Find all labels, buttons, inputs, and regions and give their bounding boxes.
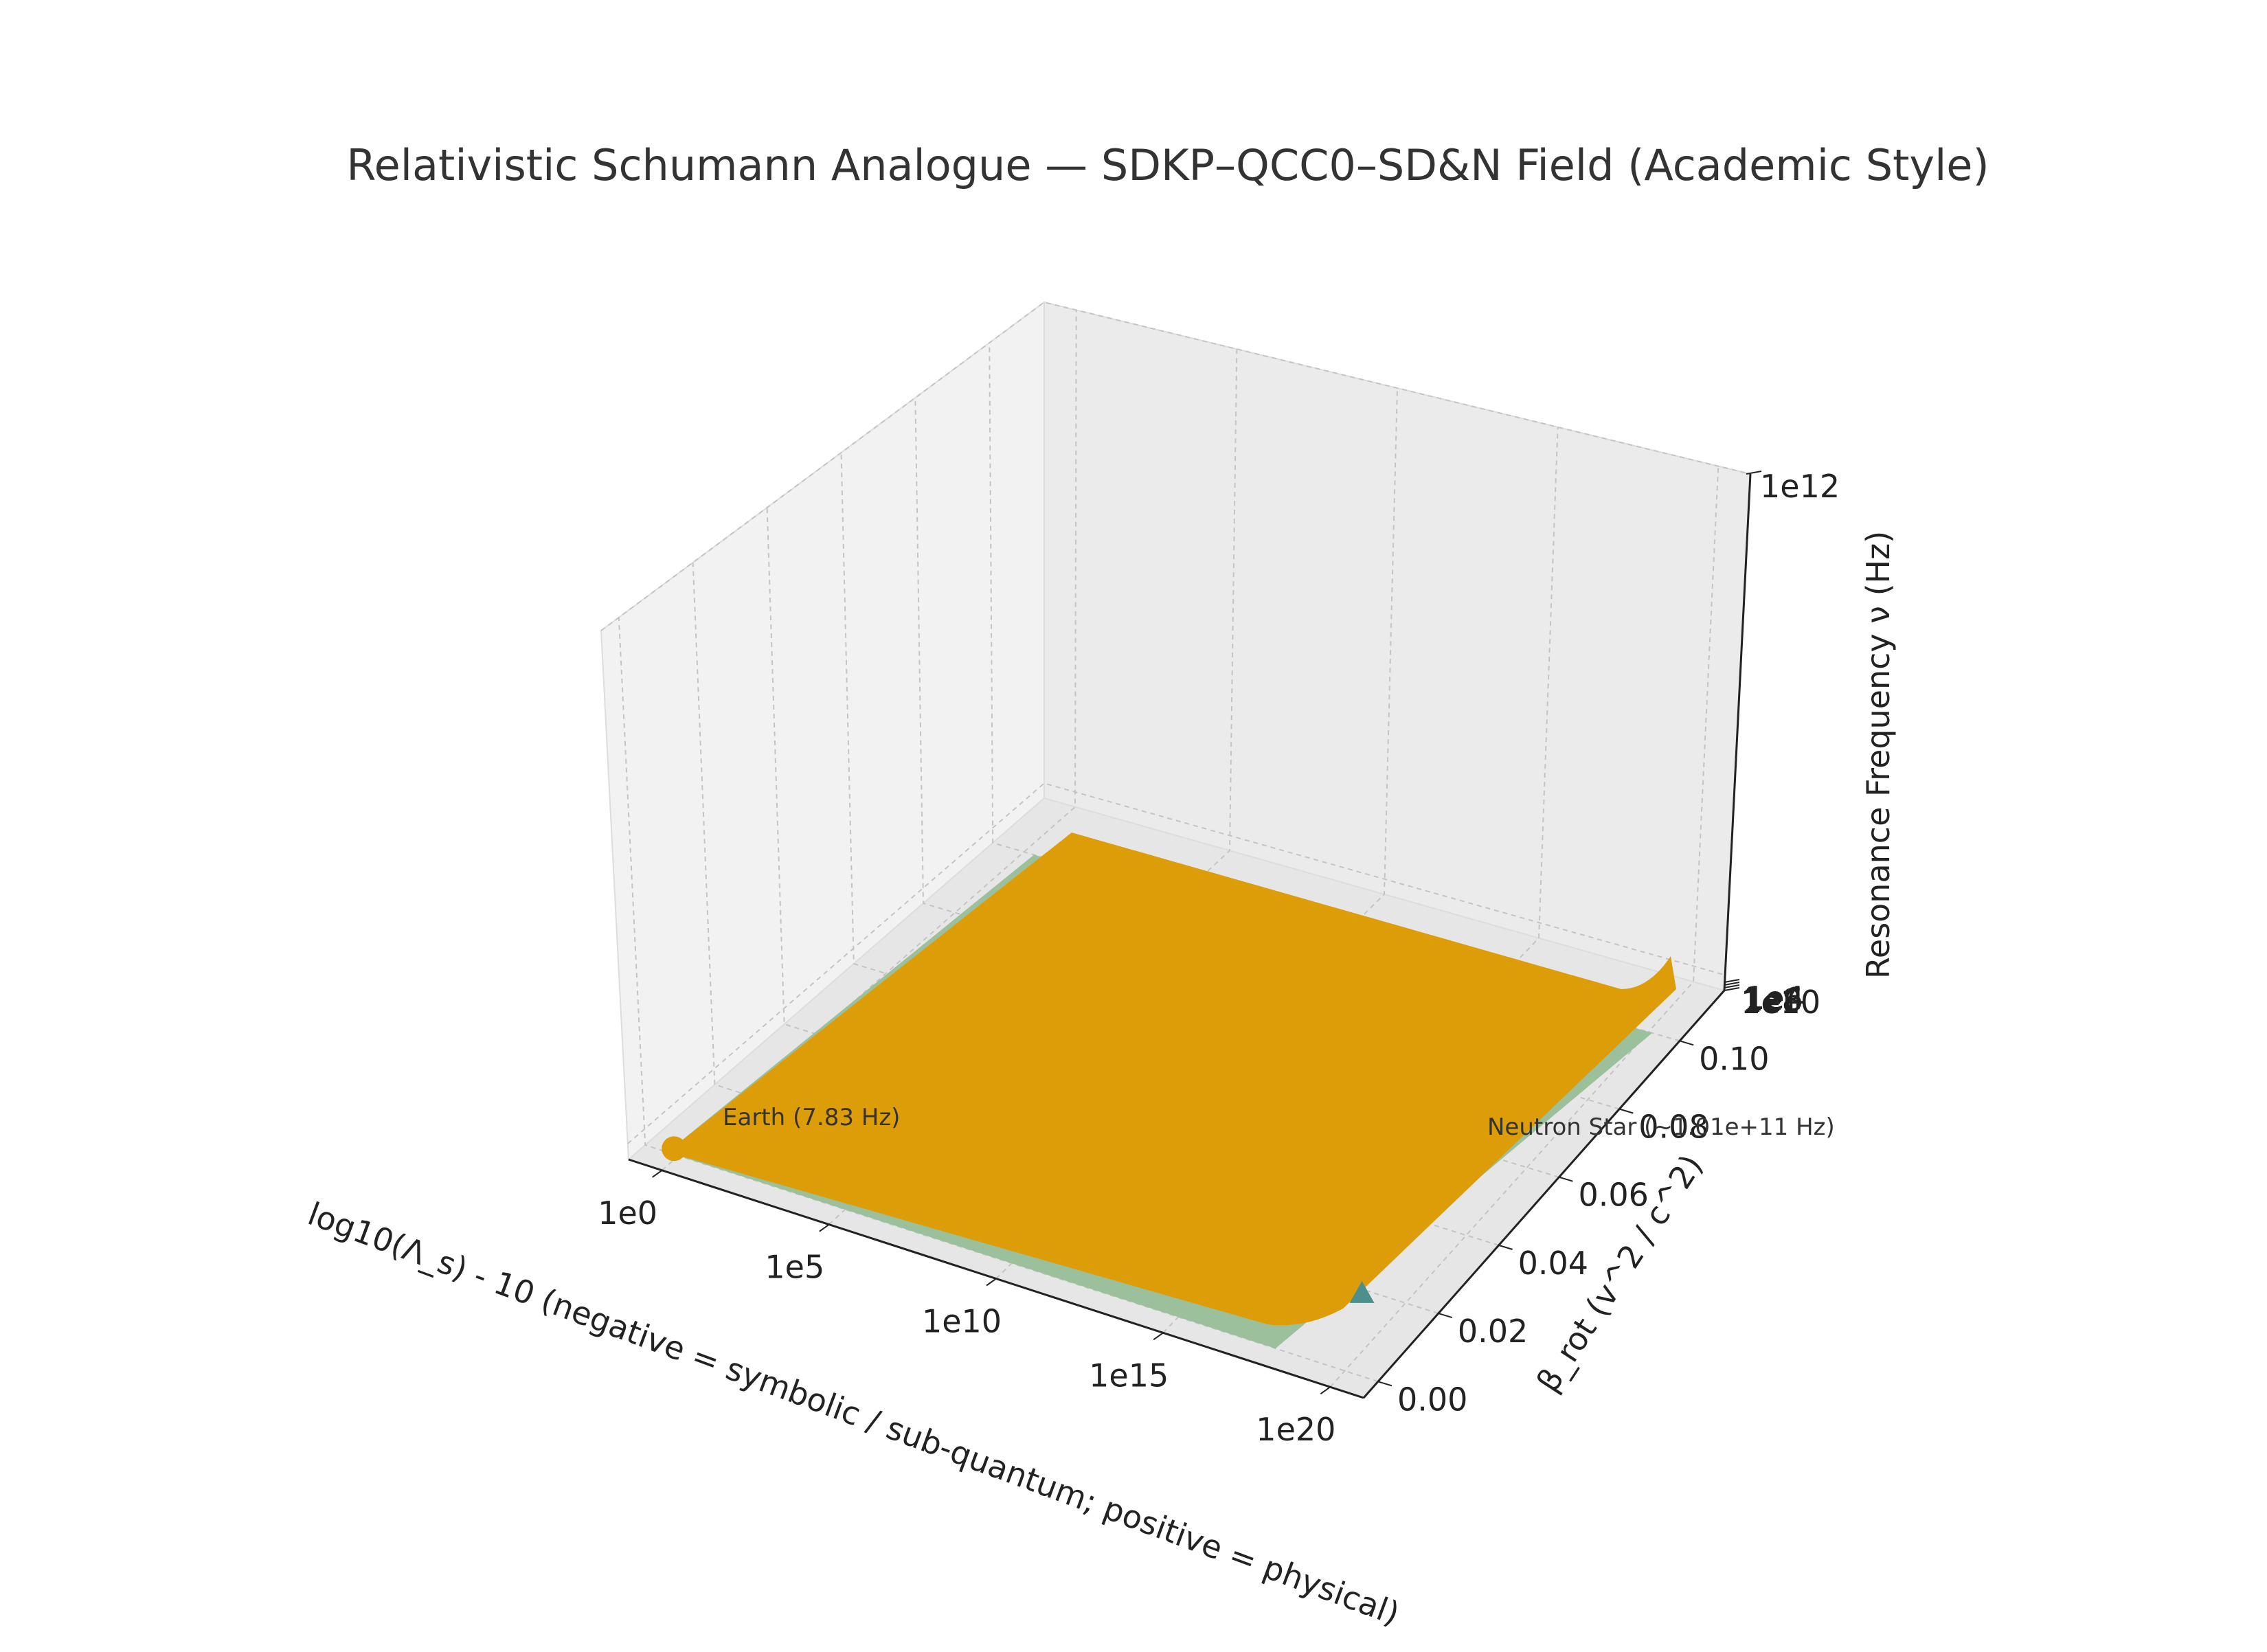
y-tick-label: 0.08 — [1638, 1109, 1708, 1146]
z-tick-label: 1e10 — [1741, 984, 1820, 1021]
x-tick-label: 1e5 — [765, 1249, 824, 1286]
z-tick-label: 1e12 — [1760, 468, 1840, 505]
y-tick-label: 0.04 — [1518, 1245, 1588, 1282]
z-tick-mark — [1724, 979, 1740, 983]
y-tick-mark — [1559, 1176, 1573, 1182]
y-axis-line — [1362, 990, 1726, 1399]
y-tick-label: 0.06 — [1578, 1177, 1648, 1214]
x-tick-mark — [652, 1169, 663, 1178]
z-grid-line — [627, 782, 1726, 1144]
y-tick-label: 0.02 — [1458, 1313, 1528, 1350]
x-tick-label: 1e0 — [598, 1195, 657, 1232]
x-tick-label: 1e20 — [1256, 1411, 1335, 1448]
z-tick-mark — [1724, 982, 1740, 986]
y-tick-mark — [1619, 1108, 1634, 1114]
z-axis-line — [1723, 473, 1752, 991]
x-grid-line — [1329, 466, 1719, 1388]
z-tick-mark — [1724, 987, 1740, 991]
z-tick-label: 1e8 — [1742, 982, 1802, 1019]
y-tick-mark — [1438, 1313, 1453, 1319]
x-tick-mark — [986, 1278, 997, 1287]
tick-labels: 1e0 1e5 1e10 1e15 1e20 0.00 0.02 0.04 0.06 0.08 0.… — [598, 468, 1840, 1448]
axes — [628, 471, 1762, 1399]
y-tick-mark — [1498, 1244, 1513, 1250]
z-tick-label: 1e6 — [1744, 981, 1803, 1018]
y-tick-label: 0.00 — [1397, 1381, 1467, 1418]
y-tick-mark — [1679, 1040, 1694, 1046]
chart-title: Relativistic Schumann Analogue — SDKP–QC… — [346, 140, 1989, 190]
z-axis-label: Resonance Frequency ν (Hz) — [1860, 531, 1897, 979]
z-tick-mark — [1724, 984, 1740, 988]
data-layer — [662, 833, 1676, 1349]
z-grid-line — [600, 301, 1751, 631]
earth-marker — [662, 1136, 687, 1162]
y-grid-line — [618, 617, 1379, 1383]
x-tick-mark — [819, 1223, 830, 1232]
y-grid-line — [766, 507, 1499, 1246]
y-tick-mark — [1377, 1381, 1392, 1387]
neutron-star-marker — [1349, 1280, 1375, 1303]
x-tick-label: 1e10 — [922, 1303, 1002, 1340]
resonance-surface — [667, 833, 1676, 1326]
x-tick-label: 1e15 — [1089, 1357, 1169, 1394]
z-tick-mark — [1746, 471, 1762, 475]
x-tick-mark — [1320, 1386, 1331, 1395]
y-grid-line — [989, 343, 1680, 1042]
x-tick-mark — [1153, 1332, 1164, 1341]
y-tick-label: 0.10 — [1699, 1040, 1769, 1077]
annotation-neutron-star: Neutron Star (~1.01e+11 Hz) — [1487, 1113, 1835, 1141]
z-tick-label: 1e4 — [1745, 980, 1805, 1017]
annotation-earth: Earth (7.83 Hz) — [723, 1104, 900, 1131]
